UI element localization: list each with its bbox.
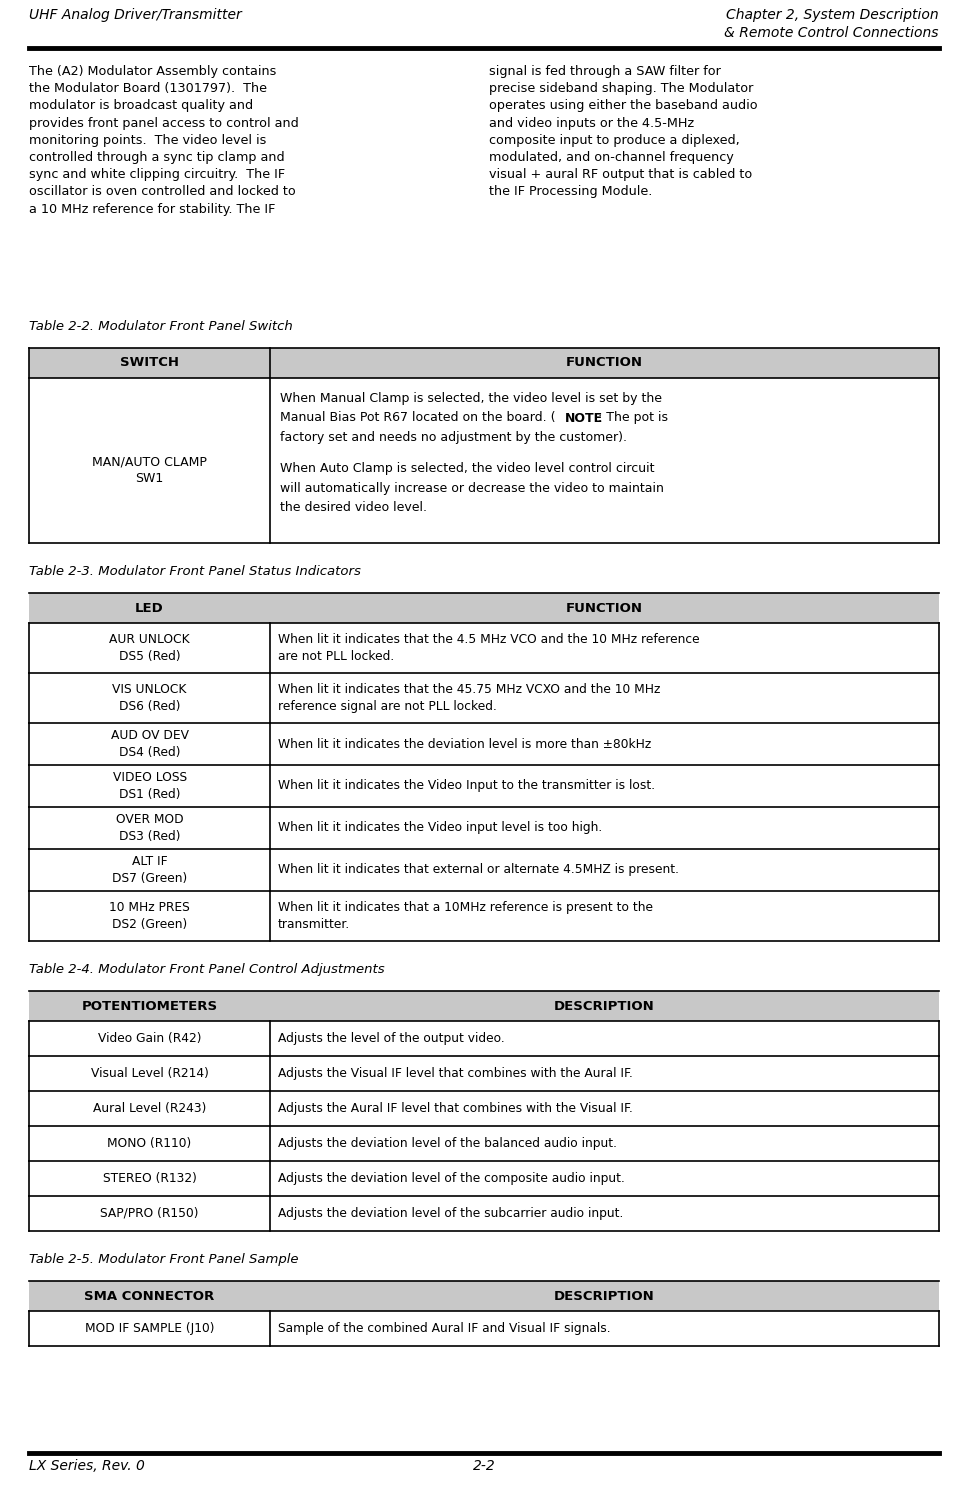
Text: Table 2-5. Modulator Front Panel Sample: Table 2-5. Modulator Front Panel Sample (29, 1253, 298, 1266)
Text: AUR UNLOCK
DS5 (Red): AUR UNLOCK DS5 (Red) (109, 632, 190, 662)
Text: When lit it indicates the Video Input to the transmitter is lost.: When lit it indicates the Video Input to… (278, 779, 655, 792)
Text: MONO (R110): MONO (R110) (107, 1138, 192, 1150)
Text: signal is fed through a SAW filter for
precise sideband shaping. The Modulator
o: signal is fed through a SAW filter for p… (489, 64, 757, 199)
Text: POTENTIOMETERS: POTENTIOMETERS (81, 1000, 218, 1012)
Text: MAN/AUTO CLAMP
SW1: MAN/AUTO CLAMP SW1 (92, 456, 207, 486)
Text: Adjusts the deviation level of the subcarrier audio input.: Adjusts the deviation level of the subca… (278, 1206, 623, 1220)
Text: SMA CONNECTOR: SMA CONNECTOR (84, 1290, 215, 1302)
Bar (29, 594, 939, 623)
Bar (29, 348, 939, 378)
Text: LX Series, Rev. 0: LX Series, Rev. 0 (29, 1459, 145, 1473)
Text: Video Gain (R42): Video Gain (R42) (98, 1032, 201, 1045)
Text: LED: LED (136, 601, 164, 614)
Text: Adjusts the deviation level of the balanced audio input.: Adjusts the deviation level of the balan… (278, 1138, 618, 1150)
Text: Table 2-4. Modulator Front Panel Control Adjustments: Table 2-4. Modulator Front Panel Control… (29, 963, 384, 976)
Text: When lit it indicates that a 10MHz reference is present to the
transmitter.: When lit it indicates that a 10MHz refer… (278, 901, 653, 931)
Text: VIS UNLOCK
DS6 (Red): VIS UNLOCK DS6 (Red) (112, 683, 187, 713)
Text: When Auto Clamp is selected, the video level control circuit: When Auto Clamp is selected, the video l… (280, 462, 654, 475)
Text: When lit it indicates the Video input level is too high.: When lit it indicates the Video input le… (278, 821, 602, 834)
Text: Adjusts the deviation level of the composite audio input.: Adjusts the deviation level of the compo… (278, 1172, 625, 1186)
Text: SAP/PRO (R150): SAP/PRO (R150) (101, 1206, 198, 1220)
Text: Manual Bias Pot R67 located on the board. (: Manual Bias Pot R67 located on the board… (280, 411, 556, 425)
Bar (29, 991, 939, 1021)
Text: Visual Level (R214): Visual Level (R214) (91, 1067, 208, 1079)
Text: MOD IF SAMPLE (J10): MOD IF SAMPLE (J10) (85, 1322, 214, 1335)
Text: DESCRIPTION: DESCRIPTION (555, 1000, 655, 1012)
Text: will automatically increase or decrease the video to maintain: will automatically increase or decrease … (280, 481, 664, 495)
Text: 10 MHz PRES
DS2 (Green): 10 MHz PRES DS2 (Green) (109, 901, 190, 931)
Text: Table 2-3. Modulator Front Panel Status Indicators: Table 2-3. Modulator Front Panel Status … (29, 565, 361, 579)
Text: Sample of the combined Aural IF and Visual IF signals.: Sample of the combined Aural IF and Visu… (278, 1322, 611, 1335)
Text: When Manual Clamp is selected, the video level is set by the: When Manual Clamp is selected, the video… (280, 392, 662, 405)
Text: When lit it indicates that external or alternate 4.5MHZ is present.: When lit it indicates that external or a… (278, 864, 680, 876)
Text: factory set and needs no adjustment by the customer).: factory set and needs no adjustment by t… (280, 431, 627, 444)
Text: FUNCTION: FUNCTION (566, 601, 643, 614)
Text: When lit it indicates that the 45.75 MHz VCXO and the 10 MHz
reference signal ar: When lit it indicates that the 45.75 MHz… (278, 683, 660, 713)
Text: OVER MOD
DS3 (Red): OVER MOD DS3 (Red) (116, 813, 183, 843)
Text: When lit it indicates that the 4.5 MHz VCO and the 10 MHz reference
are not PLL : When lit it indicates that the 4.5 MHz V… (278, 632, 700, 662)
Text: Aural Level (R243): Aural Level (R243) (93, 1102, 206, 1115)
Text: FUNCTION: FUNCTION (566, 356, 643, 369)
Text: STEREO (R132): STEREO (R132) (103, 1172, 197, 1186)
Text: ALT IF
DS7 (Green): ALT IF DS7 (Green) (112, 855, 187, 885)
Text: Table 2-2. Modulator Front Panel Switch: Table 2-2. Modulator Front Panel Switch (29, 320, 292, 333)
Text: SWITCH: SWITCH (120, 356, 179, 369)
Text: Adjusts the Visual IF level that combines with the Aural IF.: Adjusts the Visual IF level that combine… (278, 1067, 633, 1079)
Text: the desired video level.: the desired video level. (280, 501, 427, 514)
Bar (29, 1281, 939, 1311)
Text: Chapter 2, System Description
& Remote Control Connections: Chapter 2, System Description & Remote C… (724, 7, 939, 40)
Text: DESCRIPTION: DESCRIPTION (555, 1290, 655, 1302)
Text: Adjusts the Aural IF level that combines with the Visual IF.: Adjusts the Aural IF level that combines… (278, 1102, 633, 1115)
Text: Adjusts the level of the output video.: Adjusts the level of the output video. (278, 1032, 505, 1045)
Text: : The pot is: : The pot is (598, 411, 668, 425)
Text: The (A2) Modulator Assembly contains
the Modulator Board (1301797).  The
modulat: The (A2) Modulator Assembly contains the… (29, 64, 299, 215)
Text: When lit it indicates the deviation level is more than ±80kHz: When lit it indicates the deviation leve… (278, 737, 651, 750)
Text: 2-2: 2-2 (472, 1459, 496, 1473)
Text: AUD OV DEV
DS4 (Red): AUD OV DEV DS4 (Red) (110, 730, 189, 759)
Text: VIDEO LOSS
DS1 (Red): VIDEO LOSS DS1 (Red) (112, 771, 187, 801)
Text: UHF Analog Driver/Transmitter: UHF Analog Driver/Transmitter (29, 7, 242, 22)
Text: NOTE: NOTE (565, 411, 603, 425)
